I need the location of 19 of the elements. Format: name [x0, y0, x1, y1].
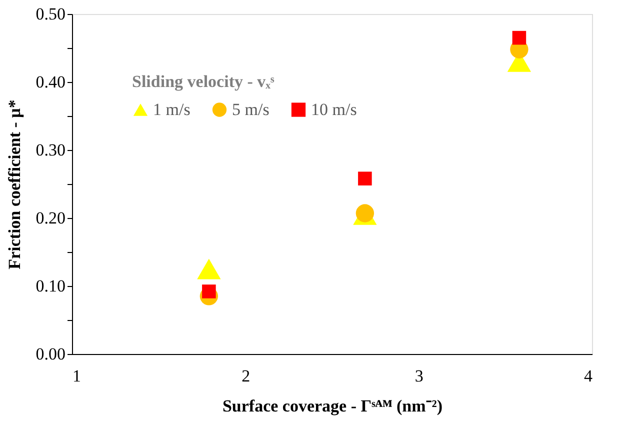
x-tick-label: 2	[242, 366, 250, 386]
y-tick-label: 0.30	[36, 140, 66, 160]
point	[197, 258, 221, 280]
x-axis-title: Surface coverage - Γˢᴬᴹ (nm⁻²)	[222, 396, 443, 416]
y-tick-label: 0.40	[36, 72, 66, 92]
point	[358, 172, 372, 186]
legend-label: 1 m/s	[153, 100, 190, 119]
point	[512, 30, 526, 45]
legend-label: 5 m/s	[232, 100, 270, 119]
x-tick-label: 1	[72, 366, 81, 386]
legend-label: 10 m/s	[311, 100, 357, 119]
x-tick-label: 3	[414, 366, 424, 386]
y-tick-label: 0.20	[36, 208, 66, 228]
y-axis-title: Friction coefficient - μ*	[4, 100, 24, 270]
y-tick-label: 0.00	[36, 344, 66, 364]
x-tick-label: 4	[584, 366, 593, 386]
y-tick-label: 0.50	[36, 4, 66, 24]
y-tick-label: 0.10	[36, 276, 66, 296]
legend-title: Sliding velocity - vₓˢ	[132, 72, 275, 91]
